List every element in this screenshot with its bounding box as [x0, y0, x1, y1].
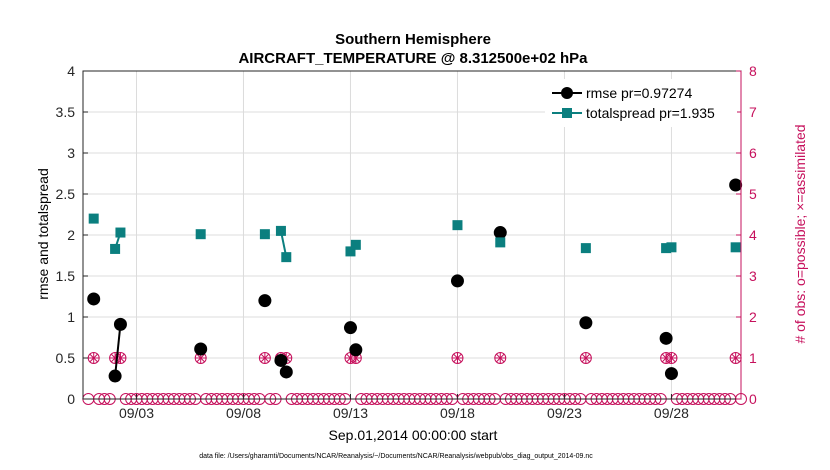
x-tick-label: 09/03 [119, 405, 154, 421]
y-right-tick-label: 7 [749, 104, 757, 120]
x-tick-label: 09/13 [333, 405, 368, 421]
rmse-point [659, 331, 673, 345]
spread-point [495, 237, 506, 248]
tick-labels: 0 0.5 1 1.5 2 2.5 3 3.5 4 0 1 2 3 4 5 6 7 8 09/03 09/08 09/1… [56, 63, 757, 421]
y-right-tick-label: 6 [749, 145, 757, 161]
x-tick-label: 09/18 [440, 405, 475, 421]
spread-point [350, 239, 361, 250]
spread-point [275, 225, 286, 236]
y-tick-label: 1 [67, 309, 75, 325]
y-right-tick-label: 4 [749, 227, 757, 243]
data-file-footnote: data file: /Users/gharamti/Documents/NCA… [199, 453, 593, 460]
spread-point [730, 242, 741, 253]
obs-marker [665, 352, 678, 364]
y-axis-label: rmse and totalspread [35, 168, 51, 300]
spread-point [281, 252, 292, 263]
spread-point [661, 243, 672, 254]
spread-point [452, 220, 463, 231]
legend-spread-marker [562, 108, 572, 118]
rmse-point [450, 274, 464, 288]
y-right-tick-label: 3 [749, 268, 757, 284]
rmse-point [579, 316, 593, 330]
y-right-tick-label: 8 [749, 63, 757, 79]
legend-spread-label: totalspread pr=1.935 [586, 105, 715, 121]
spread-point [259, 229, 270, 240]
rmse-point [274, 353, 288, 367]
spread-point [580, 243, 591, 254]
spread-point [88, 213, 99, 224]
rmse-point [664, 367, 678, 381]
rmse-point [108, 369, 122, 383]
y-tick-label: 4 [67, 63, 75, 79]
spread-point [345, 246, 356, 257]
spread-point [115, 227, 126, 238]
y-tick-label: 0 [67, 391, 75, 407]
obs-marker [451, 352, 464, 364]
legend-box [545, 79, 737, 127]
rmse-point [87, 292, 101, 306]
y-right-tick-label: 0 [749, 391, 757, 407]
series-markers [87, 178, 743, 383]
obs-markers [82, 352, 747, 405]
y-right-tick-label: 5 [749, 186, 757, 202]
spread-point [110, 243, 121, 254]
chart-subtitle: AIRCRAFT_TEMPERATURE @ 8.312500e+02 hPa [238, 50, 588, 67]
legend-rmse-marker [561, 87, 573, 99]
legend-rmse-label: rmse pr=0.97274 [586, 85, 692, 101]
rmse-point [258, 294, 272, 308]
rmse-point [279, 365, 293, 379]
x-axis-label: Sep.01,2014 00:00:00 start [329, 427, 498, 443]
y-tick-label: 3.5 [56, 104, 76, 120]
y-tick-label: 3 [67, 145, 75, 161]
y-tick-label: 2.5 [56, 186, 76, 202]
y-right-tick-label: 1 [749, 350, 757, 366]
chart-title: Southern Hemisphere [335, 31, 491, 48]
rmse-segment [114, 324, 122, 377]
rmse-point [194, 342, 208, 356]
x-tick-label: 09/08 [226, 405, 261, 421]
obs-marker [579, 352, 592, 364]
legend: rmse pr=0.97274 totalspread pr=1.935 [545, 79, 737, 127]
spread-point [666, 242, 677, 253]
rmse-point [343, 321, 357, 335]
rmse-point [113, 317, 127, 331]
rmse-point [493, 226, 507, 240]
rmse-point [349, 343, 363, 357]
spread-point [195, 229, 206, 240]
obs-marker [87, 352, 100, 364]
y-tick-label: 0.5 [56, 350, 76, 366]
y-axis-label-right: # of obs: o=possible; ×=assimilated [792, 124, 808, 343]
obs-marker [494, 352, 507, 364]
x-tick-label: 09/28 [654, 405, 689, 421]
y-tick-label: 1.5 [56, 268, 76, 284]
obs-marker [258, 352, 271, 364]
y-right-tick-label: 2 [749, 309, 757, 325]
y-tick-label: 2 [67, 227, 75, 243]
rmse-point [729, 178, 743, 192]
x-tick-label: 09/23 [547, 405, 582, 421]
